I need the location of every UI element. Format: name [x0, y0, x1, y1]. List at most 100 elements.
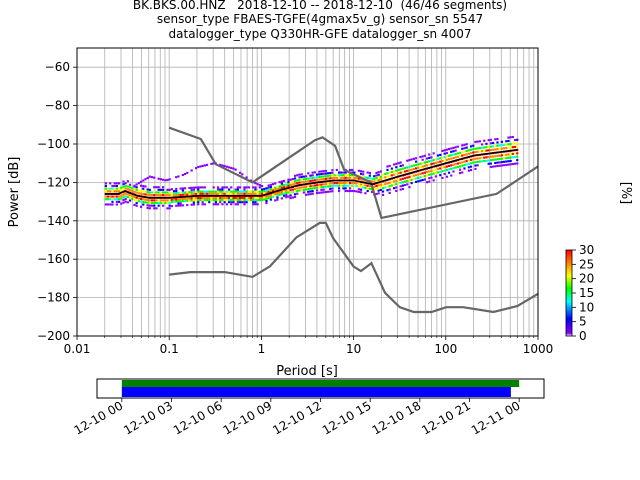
- density-cell: [274, 182, 277, 185]
- density-cell: [190, 193, 193, 196]
- density-cell: [348, 187, 352, 190]
- density-cell: [225, 190, 228, 193]
- density-cell: [364, 176, 367, 179]
- density-cell: [282, 192, 286, 195]
- density-cell: [487, 149, 490, 152]
- density-cell: [243, 196, 246, 200]
- density-cell: [351, 184, 354, 187]
- density-cell: [157, 191, 160, 194]
- density-cell: [447, 164, 451, 168]
- density-cell: [500, 161, 503, 164]
- density-cell: [513, 162, 517, 165]
- density-cell: [496, 144, 499, 147]
- date-tick-label: 12-10 18: [370, 398, 424, 437]
- density-cell: [212, 199, 215, 202]
- density-cell: [309, 177, 312, 180]
- density-cell: [115, 203, 118, 206]
- density-cell: [135, 188, 138, 191]
- density-cell: [342, 184, 345, 187]
- density-cell: [450, 174, 453, 177]
- density-cell-upper: [150, 176, 154, 179]
- density-cell: [263, 198, 266, 201]
- density-cell: [159, 201, 162, 205]
- density-cell: [210, 199, 213, 202]
- density-cell: [395, 183, 398, 186]
- density-cell: [410, 182, 413, 185]
- density-cell: [410, 178, 413, 181]
- density-cell: [432, 172, 435, 175]
- density-cell: [469, 168, 473, 172]
- density-cell: [296, 182, 299, 185]
- density-cell: [454, 152, 457, 156]
- density-cell: [456, 152, 459, 155]
- density-cell: [137, 192, 140, 195]
- density-cell: [443, 156, 446, 159]
- density-cell: [483, 149, 486, 152]
- density-cell: [436, 154, 440, 157]
- density-cell: [414, 160, 418, 163]
- density-cell: [498, 164, 501, 167]
- density-cell: [256, 203, 259, 206]
- density-cell: [296, 192, 299, 195]
- density-cell: [500, 157, 503, 160]
- density-cell: [494, 158, 497, 161]
- density-cell: [302, 175, 305, 178]
- density-cell: [260, 190, 264, 193]
- density-cell: [205, 192, 209, 195]
- density-cell: [280, 190, 283, 194]
- density-cell: [304, 175, 308, 178]
- density-cell: [146, 193, 149, 196]
- density-cell: [472, 144, 475, 147]
- density-cell-upper: [133, 184, 136, 187]
- density-cell: [245, 201, 248, 204]
- density-cell: [386, 185, 389, 188]
- density-cell: [142, 198, 145, 201]
- density-cell-upper: [190, 169, 193, 172]
- density-cell: [227, 196, 231, 200]
- density-cell: [322, 178, 325, 181]
- density-cell: [406, 179, 409, 183]
- density-cell: [500, 144, 503, 147]
- density-cell: [392, 180, 396, 183]
- density-cell: [188, 193, 191, 196]
- density-cell: [335, 168, 338, 171]
- date-tick-label: 12-10 12: [270, 398, 324, 437]
- density-cell: [146, 198, 149, 202]
- density-cell: [434, 161, 437, 164]
- density-cell: [106, 198, 110, 201]
- density-cell: [408, 169, 411, 172]
- density-cell: [208, 201, 211, 204]
- density-cell: [234, 192, 237, 195]
- density-cell: [260, 199, 264, 202]
- density-cell: [447, 168, 451, 171]
- density-cell: [379, 188, 382, 192]
- density-cell: [144, 201, 147, 204]
- density-cell: [109, 195, 112, 198]
- density-cell: [412, 178, 415, 181]
- density-cell: [111, 187, 114, 190]
- density-cell: [401, 171, 404, 174]
- density-cell: [225, 199, 228, 202]
- density-cell: [465, 149, 468, 153]
- density-cell-upper: [245, 176, 248, 179]
- density-cell: [256, 196, 259, 200]
- density-cell: [388, 171, 391, 174]
- density-cell: [304, 193, 308, 196]
- density-cell: [307, 188, 310, 191]
- density-cell: [238, 186, 242, 189]
- density-cell-upper: [164, 179, 167, 182]
- density-cell: [245, 186, 248, 189]
- density-cell: [252, 186, 255, 189]
- density-cell: [322, 191, 325, 194]
- density-cell: [155, 199, 158, 202]
- density-cell: [423, 161, 426, 164]
- density-cell: [168, 201, 171, 205]
- density-cell: [122, 180, 125, 183]
- density-cell: [252, 196, 255, 200]
- density-cell: [245, 199, 248, 202]
- density-cell: [516, 138, 519, 141]
- density-cell: [344, 176, 347, 179]
- density-cell: [439, 153, 442, 156]
- density-cell: [177, 204, 180, 207]
